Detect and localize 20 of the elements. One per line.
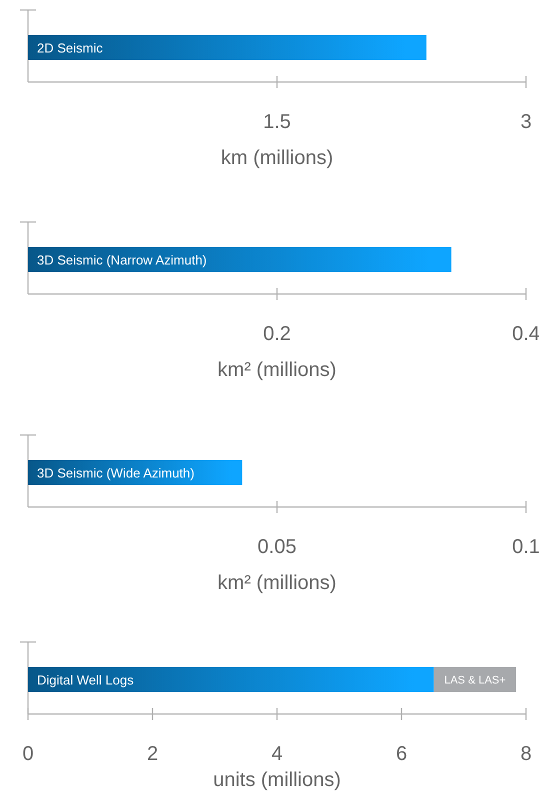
x-axis-title: km² (millions) bbox=[218, 572, 336, 594]
x-tick-label: 2 bbox=[146, 743, 158, 765]
x-tick-label: 0.05 bbox=[258, 536, 296, 558]
series-label: LAS & LAS+ bbox=[444, 674, 506, 686]
x-tick-label: 4 bbox=[271, 743, 283, 765]
y-tick-label: 3D Seismic (Wide Azimuth) bbox=[37, 466, 194, 480]
x-tick-label: 1.5 bbox=[263, 111, 291, 133]
y-tick-label: 2D Seismic bbox=[37, 40, 104, 56]
x-axis-title: units (millions) bbox=[213, 769, 341, 791]
y-tick-label: 3D Seismic (Narrow Azimuth) bbox=[37, 252, 207, 268]
x-axis-title: km (millions) bbox=[220, 147, 334, 169]
x-tick-label: 0.2 bbox=[263, 323, 291, 345]
y-tick-label: Digital Well Logs bbox=[37, 672, 134, 688]
x-tick-label: 6 bbox=[396, 743, 408, 765]
x-tick-label: 0.1 bbox=[512, 536, 539, 558]
x-tick-label: 0 bbox=[22, 743, 34, 765]
x-tick-label: 8 bbox=[520, 743, 532, 765]
x-tick-label: 0.4 bbox=[512, 323, 539, 345]
x-tick-label: 3 bbox=[520, 111, 532, 133]
x-axis-title: km² (millions) bbox=[218, 359, 336, 381]
